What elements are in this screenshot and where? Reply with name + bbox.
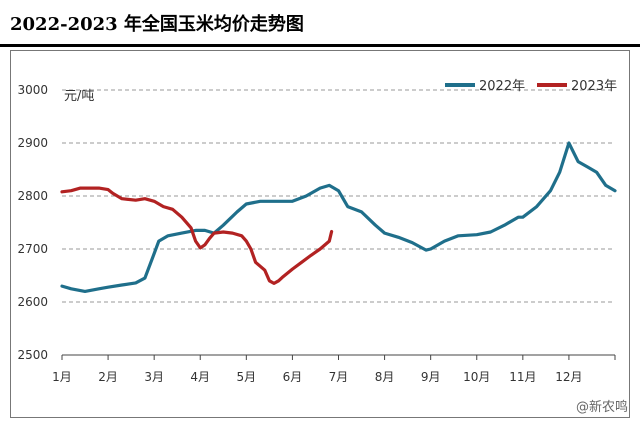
gridlines: [62, 89, 615, 303]
y-tick-label: 2700: [17, 242, 48, 256]
x-tick-label: 11月: [509, 370, 536, 384]
y-tick-label: 2900: [17, 136, 48, 150]
x-tick-label: 10月: [463, 370, 490, 384]
y-axis-unit: 元/吨: [64, 89, 94, 104]
watermark: @新农鸣: [575, 400, 628, 415]
y-tick-label: 2500: [17, 348, 48, 362]
y-tick-label: 2600: [17, 295, 48, 309]
title-rule: [0, 44, 640, 47]
legend: 2022年 2023年: [445, 79, 617, 94]
x-tick-label: 5月: [237, 370, 257, 384]
x-axis: 1月 2月 3月 4月 5月 6月 7月 8月 9月 10月 11月 12月: [52, 354, 616, 384]
x-tick-label: 2月: [98, 370, 118, 384]
x-tick-label: 4月: [190, 370, 210, 384]
x-tick-label: 1月: [52, 370, 72, 384]
x-tick-label: 3月: [144, 370, 164, 384]
legend-label-1: 2022年: [479, 79, 525, 94]
y-axis-ticks: 2500 2600 2700 2800 2900 3000: [17, 83, 48, 362]
x-tick-label: 8月: [375, 370, 395, 384]
x-tick-label: 7月: [329, 370, 349, 384]
x-tick-label: 12月: [555, 370, 582, 384]
y-tick-label: 2800: [17, 189, 48, 203]
legend-label-2: 2023年: [571, 79, 617, 94]
series-line-2: [60, 186, 334, 285]
chart-frame: [10, 50, 630, 418]
x-tick-label: 6月: [283, 370, 303, 384]
chart-title: 2022-2023 年全国玉米均价走势图: [10, 14, 304, 35]
title-bar: 2022-2023 年全国玉米均价走势图: [0, 0, 640, 44]
x-tick-label: 9月: [421, 370, 441, 384]
y-tick-label: 3000: [17, 83, 48, 97]
series-lines: [60, 141, 617, 293]
series-line-1: [60, 141, 617, 293]
